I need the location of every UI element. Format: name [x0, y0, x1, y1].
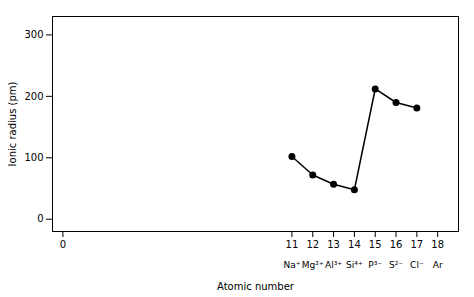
svg-text:Ionic radius (pm): Ionic radius (pm) — [7, 81, 18, 166]
svg-text:P³⁻: P³⁻ — [368, 260, 382, 270]
svg-text:Na⁺: Na⁺ — [283, 260, 300, 270]
svg-text:Atomic number: Atomic number — [217, 281, 295, 292]
svg-text:18: 18 — [431, 239, 444, 250]
svg-text:Al³⁺: Al³⁺ — [325, 260, 342, 270]
svg-text:11: 11 — [286, 239, 299, 250]
svg-text:100: 100 — [24, 152, 43, 163]
svg-text:0: 0 — [60, 239, 66, 250]
svg-text:0: 0 — [37, 213, 43, 224]
svg-text:300: 300 — [24, 29, 43, 40]
svg-text:S²⁻: S²⁻ — [389, 260, 403, 270]
svg-text:14: 14 — [348, 239, 361, 250]
svg-text:Cl⁻: Cl⁻ — [410, 260, 424, 270]
svg-text:12: 12 — [306, 239, 319, 250]
svg-text:Mg²⁺: Mg²⁺ — [302, 260, 324, 270]
svg-text:13: 13 — [327, 239, 340, 250]
svg-text:Ar: Ar — [433, 260, 443, 270]
svg-text:15: 15 — [369, 239, 382, 250]
svg-text:200: 200 — [24, 91, 43, 102]
svg-text:17: 17 — [410, 239, 423, 250]
svg-text:16: 16 — [390, 239, 403, 250]
svg-text:Si⁴⁺: Si⁴⁺ — [346, 260, 363, 270]
